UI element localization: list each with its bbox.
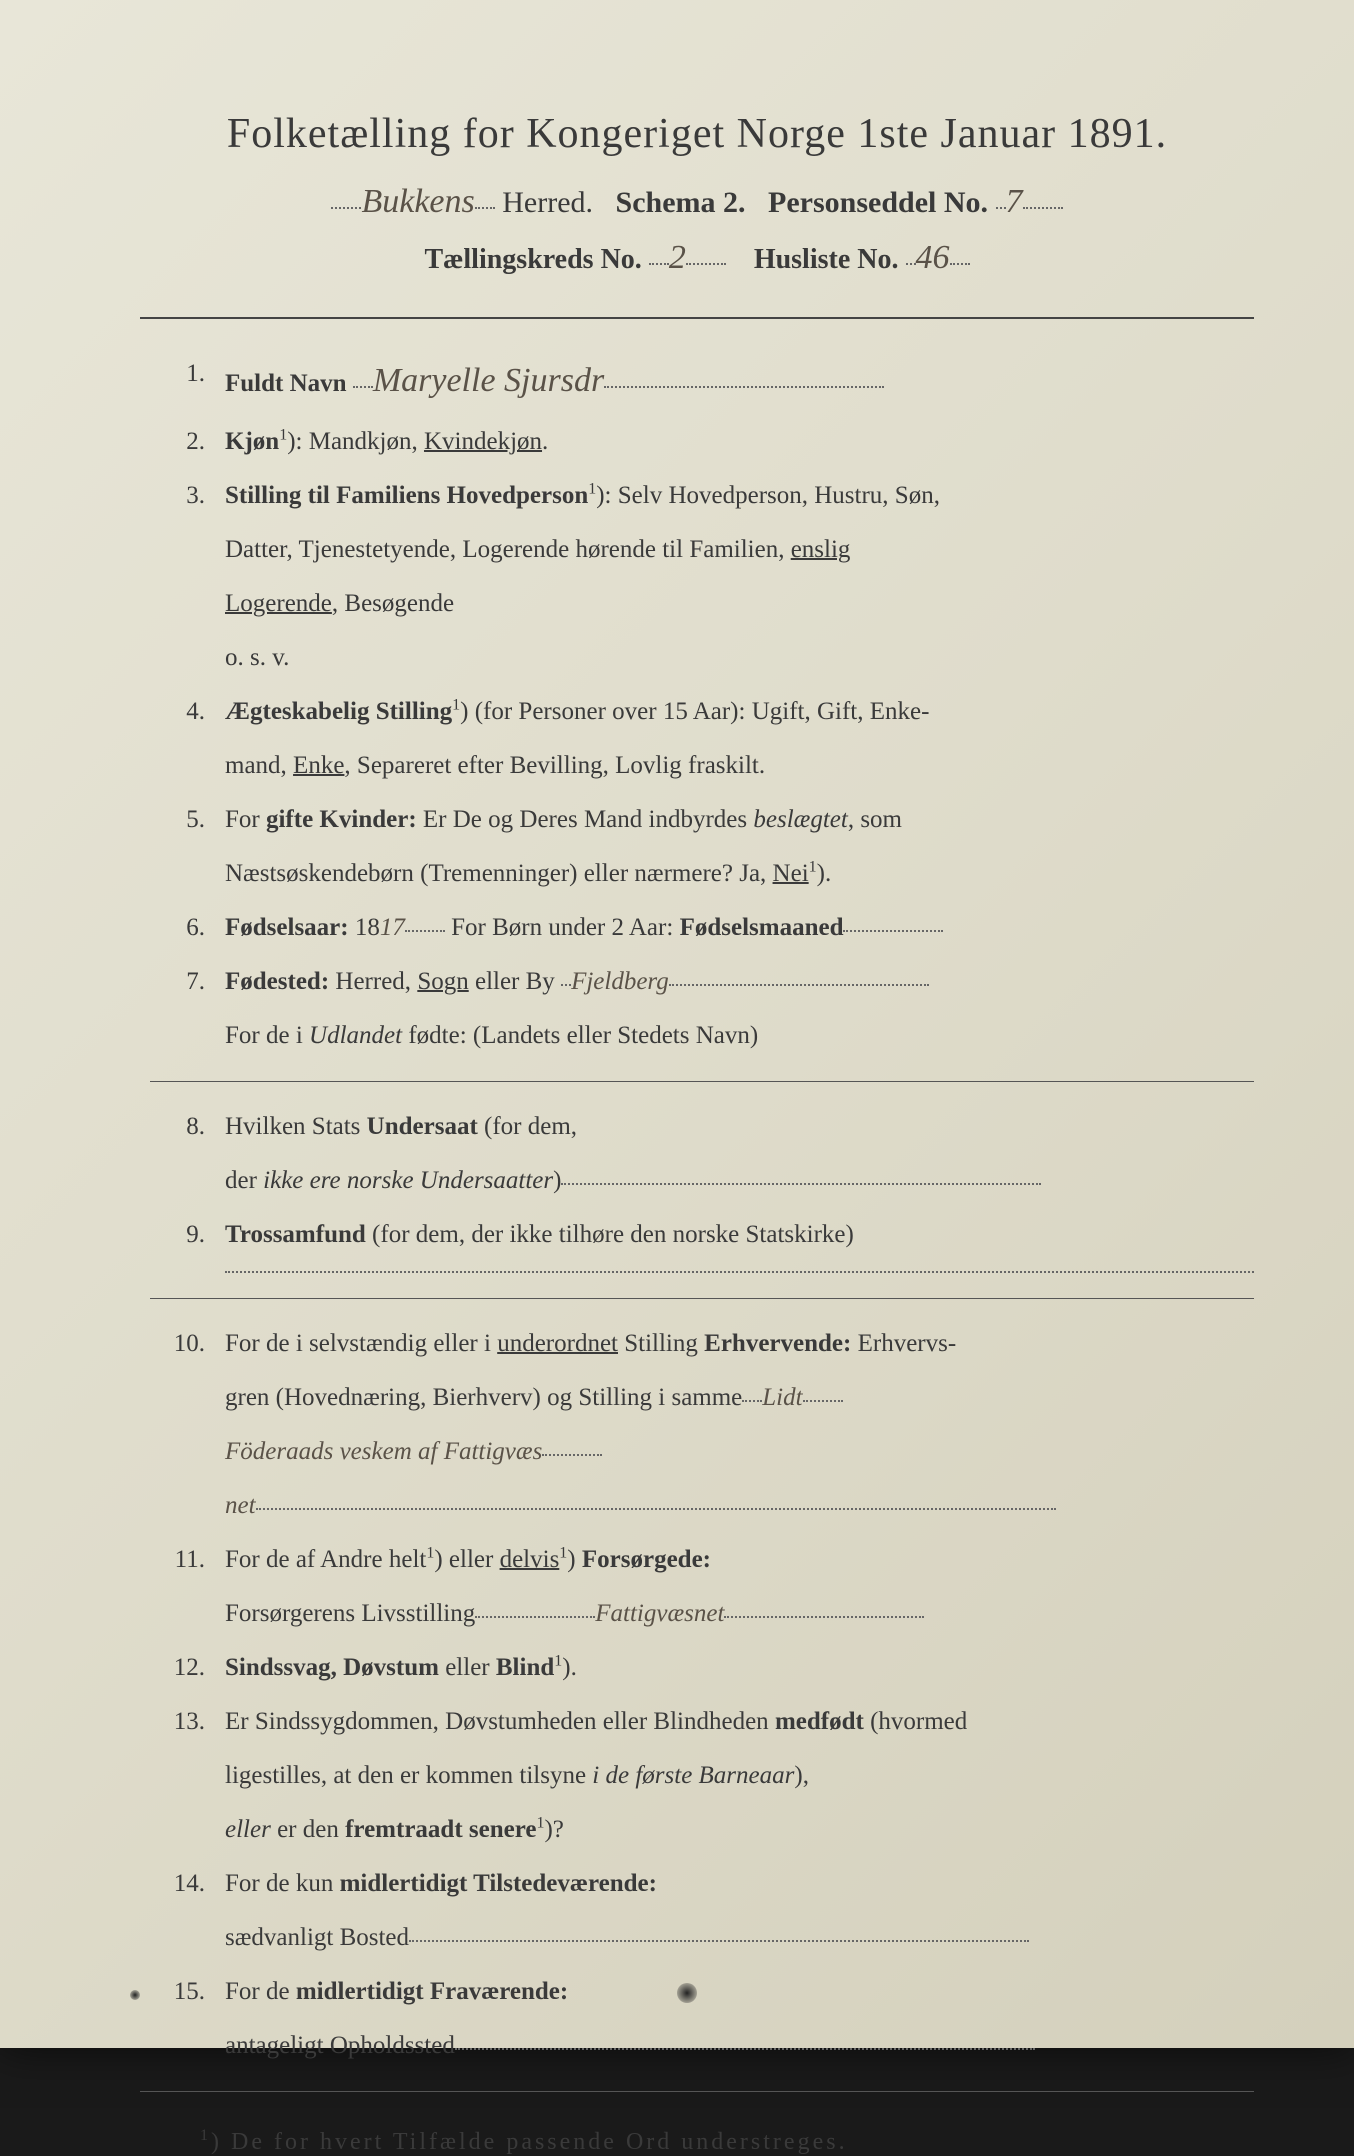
label-kjon: Kjøn xyxy=(225,428,279,455)
occupation-1: Lidt xyxy=(762,1384,802,1411)
footnote: 1) De for hvert Tilfælde passende Ord un… xyxy=(140,2127,1254,2156)
row-11-cont: Forsørgerens LivsstillingFattigvæsnet xyxy=(225,1594,1254,1634)
row-3: 3. Stilling til Familiens Hovedperson1):… xyxy=(150,476,1254,516)
row-3-cont2: Logerende, Besøgende xyxy=(225,584,1254,624)
form-header: Folketælling for Kongeriget Norge 1ste J… xyxy=(140,110,1254,277)
occupation-3: net xyxy=(225,1492,256,1519)
subtitle-line-2: Tællingskreds No. 2 Husliste No. 46 xyxy=(140,239,1254,277)
label-sindssvag: Sindssvag, Døvstum xyxy=(225,1654,439,1681)
kvindekjon: Kvindekjøn xyxy=(424,428,542,455)
row-2: 2. Kjøn1): Mandkjøn, Kvindekjøn. xyxy=(150,422,1254,462)
row-7: 7. Fødested: Herred, Sogn eller By Fjeld… xyxy=(150,962,1254,1002)
row-9: 9. Trossamfund (for dem, der ikke tilhør… xyxy=(150,1215,1254,1255)
divider-mid2 xyxy=(150,1298,1254,1299)
label-stilling: Stilling til Familiens Hovedperson xyxy=(225,482,588,509)
ink-spot-icon-2 xyxy=(130,1990,140,2000)
label-trossamfund: Trossamfund xyxy=(225,1221,366,1248)
label-gifte-kvinder: gifte Kvinder: xyxy=(266,806,417,833)
label-forsorgede: Forsørgede: xyxy=(582,1546,711,1573)
row-5-cont: Næstsøskendebørn (Tremenninger) eller næ… xyxy=(225,854,1254,894)
row-15-cont: antageligt Opholdssted xyxy=(225,2026,1254,2066)
husliste-label: Husliste No. xyxy=(754,244,899,275)
divider-bottom xyxy=(140,2091,1254,2092)
label-fuldt-navn: Fuldt Navn xyxy=(225,370,347,397)
herred-label: Herred. xyxy=(502,186,593,219)
row-11: 11. For de af Andre helt1) eller delvis1… xyxy=(150,1540,1254,1580)
row-7-cont: For de i Udlandet fødte: (Landets eller … xyxy=(225,1016,1254,1056)
row-8-cont: der ikke ere norske Undersaatter) xyxy=(225,1161,1254,1201)
census-form-page: Folketælling for Kongeriget Norge 1ste J… xyxy=(0,0,1354,2048)
row-14: 14. For de kun midlertidigt Tilstedevære… xyxy=(150,1864,1254,1904)
row-4-cont: mand, Enke, Separeret efter Bevilling, L… xyxy=(225,746,1254,786)
row-4: 4. Ægteskabelig Stilling1) (for Personer… xyxy=(150,692,1254,732)
subtitle-line-1: Bukkens Herred. Schema 2. Personseddel N… xyxy=(140,183,1254,221)
row-3-cont3: o. s. v. xyxy=(225,638,1254,678)
row-12: 12. Sindssvag, Døvstum eller Blind1). xyxy=(150,1648,1254,1688)
schema-label: Schema 2. xyxy=(616,186,746,219)
row-6: 6. Fødselsaar: 1817 For Børn under 2 Aar… xyxy=(150,908,1254,948)
kreds-label: Tællingskreds No. xyxy=(424,244,641,275)
personseddel-no: 7 xyxy=(1006,183,1023,220)
label-aegteskab: Ægteskabelig Stilling xyxy=(225,698,452,725)
row-3-cont1: Datter, Tjenestetyende, Logerende hørend… xyxy=(225,530,1254,570)
label-erhvervende: Erhvervende: xyxy=(704,1330,851,1357)
full-name-value: Maryelle Sjursdr xyxy=(373,362,604,399)
row-5: 5. For gifte Kvinder: Er De og Deres Man… xyxy=(150,800,1254,840)
row-10: 10. For de i selvstændig eller i underor… xyxy=(150,1324,1254,1364)
personseddel-label: Personseddel No. xyxy=(768,186,988,219)
provider: Fattigvæsnet xyxy=(595,1600,724,1627)
label-undersaat: Undersaat xyxy=(367,1113,478,1140)
row-13: 13. Er Sindssygdommen, Døvstumheden elle… xyxy=(150,1702,1254,1742)
row-8: 8. Hvilken Stats Undersaat (for dem, xyxy=(150,1107,1254,1147)
divider-top xyxy=(140,317,1254,319)
label-fravaerende: midlertidigt Fraværende: xyxy=(296,1978,568,2005)
divider-mid1 xyxy=(150,1081,1254,1082)
herred-name: Bukkens xyxy=(361,183,474,220)
birthplace: Fjeldberg xyxy=(571,968,669,995)
row-13-cont1: ligestilles, at den er kommen tilsyne i … xyxy=(225,1756,1254,1796)
main-title: Folketælling for Kongeriget Norge 1ste J… xyxy=(140,110,1254,158)
birth-year: 17 xyxy=(380,914,405,941)
husliste-no: 46 xyxy=(916,239,950,276)
row-13-cont2: eller er den fremtraadt senere1)? xyxy=(225,1810,1254,1850)
label-medfodt: medfødt xyxy=(775,1708,864,1735)
row-10-cont2: Föderaads veskem af Fattigvæs xyxy=(225,1432,1254,1472)
row-1: 1. Fuldt Navn Maryelle Sjursdr xyxy=(150,354,1254,408)
occupation-2: Föderaads veskem af Fattigvæs xyxy=(225,1438,542,1465)
row-15: 15. For de midlertidigt Fraværende: xyxy=(150,1972,1254,2012)
row-9-dotted xyxy=(225,1269,1254,1273)
kreds-no: 2 xyxy=(669,239,686,276)
label-fodselsaar: Fødselsaar: xyxy=(225,914,349,941)
ink-spot-icon xyxy=(677,1983,697,2003)
label-fodested: Fødested: xyxy=(225,968,329,995)
row-10-cont1: gren (Hovednæring, Bierhverv) og Stillin… xyxy=(225,1378,1254,1418)
row-10-cont3: net xyxy=(225,1486,1254,1526)
label-tilstedevaerende: midlertidigt Tilstedeværende: xyxy=(340,1870,657,1897)
row-14-cont: sædvanligt Bosted xyxy=(225,1918,1254,1958)
form-body: 1. Fuldt Navn Maryelle Sjursdr 2. Kjøn1)… xyxy=(140,354,1254,2066)
